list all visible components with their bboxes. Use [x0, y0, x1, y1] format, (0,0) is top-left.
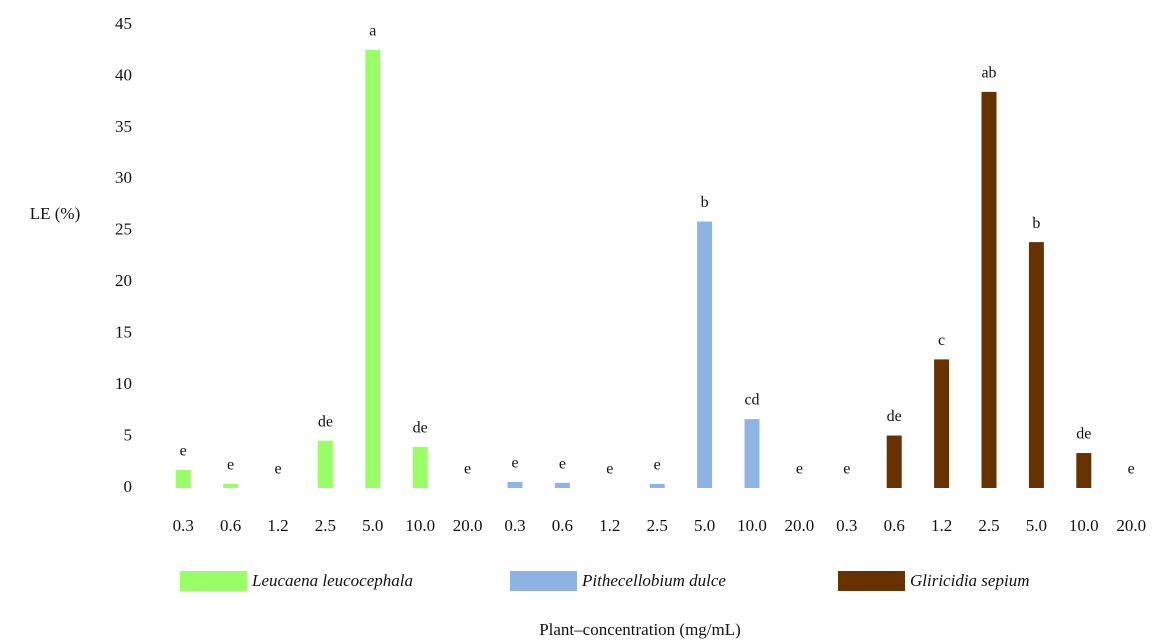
x-tick-label: 2.5: [978, 516, 999, 535]
data-label: e: [227, 457, 234, 474]
bar: [1076, 453, 1092, 488]
data-label: e: [559, 456, 566, 473]
x-tick-label: 0.3: [836, 516, 857, 535]
legend-swatch: [510, 571, 577, 591]
data-label: cd: [744, 392, 759, 409]
bar: [744, 419, 760, 488]
bar: [886, 435, 902, 488]
data-label: e: [1128, 461, 1135, 478]
x-tick-label: 0.6: [884, 516, 905, 535]
legend-label: Gliricidia sepium: [910, 571, 1029, 590]
x-tick-label: 1.2: [599, 516, 620, 535]
legend-swatch: [180, 571, 247, 591]
data-label: e: [274, 461, 281, 478]
y-tick-label: 5: [124, 425, 133, 444]
data-label: b: [701, 194, 709, 211]
data-label: ab: [981, 65, 996, 82]
bar: [934, 359, 950, 488]
bar: [507, 481, 523, 488]
y-tick-label: 20: [115, 271, 132, 290]
x-tick-label: 1.2: [267, 516, 288, 535]
bar: [697, 221, 713, 489]
x-tick-label: 5.0: [362, 516, 383, 535]
x-tick-label: 10.0: [737, 516, 767, 535]
data-label: e: [180, 443, 187, 460]
y-tick-label: 0: [124, 477, 133, 496]
y-tick-label: 25: [115, 220, 132, 239]
y-tick-label: 40: [115, 65, 132, 84]
bar: [317, 440, 333, 488]
x-tick-label: 5.0: [694, 516, 715, 535]
x-tick-label: 5.0: [1026, 516, 1047, 535]
x-axis-label: Plant–concentration (mg/mL): [539, 620, 741, 639]
x-tick-label: 0.6: [552, 516, 573, 535]
x-tick-label: 20.0: [785, 516, 815, 535]
y-tick-label: 45: [115, 14, 132, 33]
y-tick-label: 35: [115, 117, 132, 136]
y-tick-label: 10: [115, 374, 132, 393]
bar: [223, 483, 239, 488]
x-tick-label: 1.2: [931, 516, 952, 535]
data-label: e: [654, 457, 661, 474]
bar: [175, 469, 191, 488]
legend-label: Leucaena leucocephala: [251, 571, 413, 590]
data-label: e: [796, 461, 803, 478]
y-tick-label: 15: [115, 323, 132, 342]
bar: [412, 446, 428, 488]
bar: [554, 482, 570, 488]
x-tick-label: 0.6: [220, 516, 241, 535]
data-label: de: [318, 413, 333, 430]
data-label: c: [938, 332, 945, 349]
data-label: b: [1032, 215, 1040, 232]
x-tick-label: 10.0: [405, 516, 435, 535]
data-label: de: [413, 420, 428, 437]
data-label: e: [511, 454, 518, 471]
x-tick-label: 20.0: [453, 516, 483, 535]
x-tick-label: 0.3: [173, 516, 194, 535]
bar: [365, 49, 381, 489]
bar: [981, 91, 997, 488]
x-tick-label: 10.0: [1069, 516, 1099, 535]
x-tick-label: 0.3: [504, 516, 525, 535]
bar: [649, 483, 665, 488]
x-tick-label: 2.5: [647, 516, 668, 535]
data-label: e: [606, 461, 613, 478]
data-label: de: [887, 408, 902, 425]
y-tick-label: 30: [115, 168, 132, 187]
data-label: e: [464, 461, 471, 478]
x-tick-label: 20.0: [1116, 516, 1146, 535]
data-label: a: [369, 22, 376, 39]
legend-label: Pithecellobium dulce: [581, 571, 726, 590]
data-label: de: [1076, 426, 1091, 443]
x-tick-label: 2.5: [315, 516, 336, 535]
bar: [1028, 242, 1044, 488]
y-axis-label: LE (%): [30, 204, 81, 223]
legend-swatch: [838, 571, 905, 591]
data-label: e: [843, 461, 850, 478]
